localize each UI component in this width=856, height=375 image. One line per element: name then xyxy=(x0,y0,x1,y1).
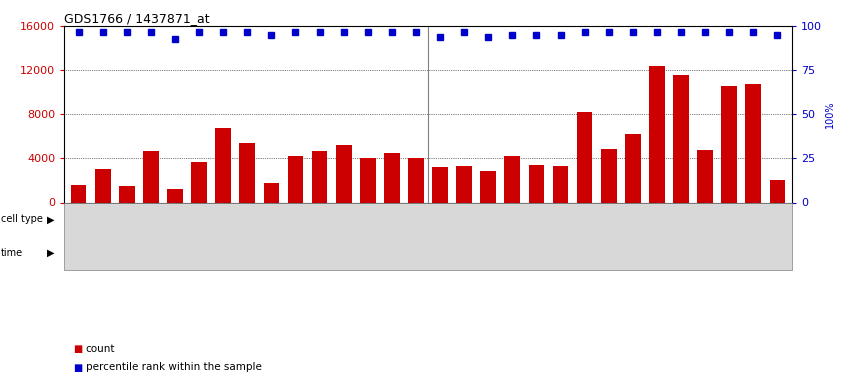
Text: extraocular muscle: extraocular muscle xyxy=(193,214,300,224)
Bar xyxy=(625,134,640,202)
Text: 4 h: 4 h xyxy=(504,248,522,258)
Bar xyxy=(240,143,255,202)
Bar xyxy=(360,158,376,203)
Bar xyxy=(312,151,327,202)
Text: 12 h: 12 h xyxy=(210,248,235,258)
Bar xyxy=(384,153,400,203)
Bar xyxy=(187,238,256,268)
Text: ▶: ▶ xyxy=(47,248,55,258)
Text: 48 h: 48 h xyxy=(743,248,768,258)
Bar xyxy=(336,145,352,202)
Bar xyxy=(429,238,474,268)
Bar xyxy=(577,112,592,202)
Text: 24 h: 24 h xyxy=(658,248,683,258)
Bar xyxy=(720,238,789,268)
Bar xyxy=(722,86,737,202)
Bar xyxy=(191,162,207,202)
Bar xyxy=(550,238,620,268)
Text: 4 h: 4 h xyxy=(140,248,158,258)
Bar xyxy=(429,204,789,235)
Text: hindllimb muscle: hindllimb muscle xyxy=(562,214,657,224)
Bar xyxy=(65,238,110,268)
Bar xyxy=(770,180,785,203)
Bar xyxy=(478,238,547,268)
Bar xyxy=(553,166,568,202)
Bar xyxy=(259,238,353,268)
Bar xyxy=(356,238,425,268)
Bar xyxy=(71,185,86,202)
Bar xyxy=(95,170,110,202)
Bar xyxy=(432,167,448,202)
Text: 24 h: 24 h xyxy=(294,248,319,258)
Bar xyxy=(529,165,544,202)
Bar xyxy=(216,128,231,202)
Text: 0 h: 0 h xyxy=(443,248,461,258)
Bar xyxy=(65,204,425,235)
Text: count: count xyxy=(86,344,115,354)
Bar xyxy=(649,66,665,203)
Bar xyxy=(119,186,134,202)
Text: ■: ■ xyxy=(73,344,82,354)
Bar xyxy=(504,156,520,203)
Text: cell type: cell type xyxy=(1,214,43,224)
Bar xyxy=(601,148,616,202)
Text: 0 h: 0 h xyxy=(80,248,98,258)
Bar xyxy=(408,158,424,203)
Text: percentile rank within the sample: percentile rank within the sample xyxy=(86,363,261,372)
Bar xyxy=(673,75,689,202)
Bar xyxy=(456,166,472,202)
Bar xyxy=(698,150,713,202)
Bar xyxy=(288,156,303,203)
Bar xyxy=(623,238,716,268)
Text: ▶: ▶ xyxy=(47,214,55,224)
Text: time: time xyxy=(1,248,23,258)
Text: 48 h: 48 h xyxy=(379,248,404,258)
Bar xyxy=(143,151,158,202)
Bar xyxy=(167,189,183,202)
Text: GDS1766 / 1437871_at: GDS1766 / 1437871_at xyxy=(64,12,210,25)
Bar xyxy=(114,238,183,268)
Text: ■: ■ xyxy=(73,363,82,372)
Bar xyxy=(746,84,761,203)
Bar xyxy=(480,171,496,202)
Text: 12 h: 12 h xyxy=(574,248,598,258)
Bar xyxy=(264,183,279,203)
Y-axis label: 100%: 100% xyxy=(824,100,835,128)
